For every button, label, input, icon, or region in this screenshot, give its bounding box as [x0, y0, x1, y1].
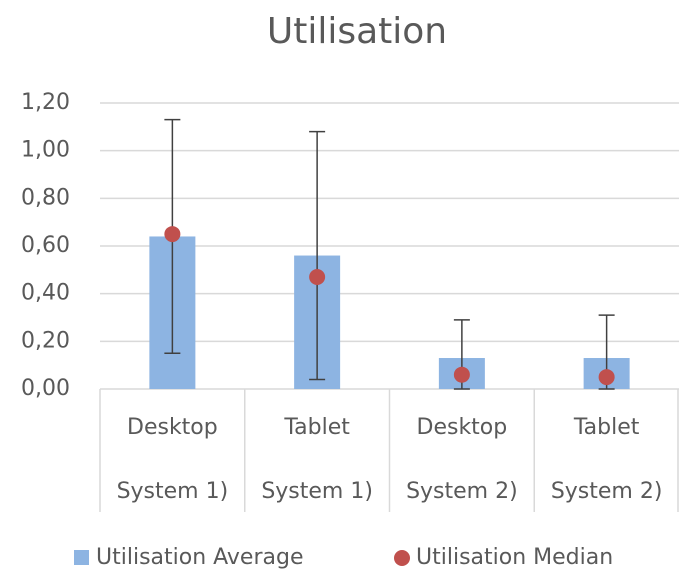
median-dot: [598, 369, 615, 386]
y-tick-label: 0,20: [21, 328, 70, 353]
x-tick-label: Desktop: [127, 415, 218, 440]
x-tick-label: System 1): [117, 479, 229, 504]
legend-label: Utilisation Average: [96, 545, 304, 570]
x-tick-label: System 2): [551, 479, 663, 504]
legend-swatch: [394, 550, 410, 566]
y-tick-label: 0,80: [21, 185, 70, 210]
y-tick-label: 0,40: [21, 281, 70, 306]
y-tick-label: 1,20: [21, 90, 70, 115]
median-dot: [164, 226, 181, 243]
x-tick-label: Desktop: [417, 415, 508, 440]
y-tick-label: 0,00: [21, 376, 70, 401]
x-tick-label: Tablet: [573, 415, 640, 440]
legend-label: Utilisation Median: [416, 545, 613, 570]
x-tick-label: System 1): [261, 479, 373, 504]
y-tick-label: 0,60: [21, 233, 70, 258]
legend-swatch: [74, 550, 89, 565]
y-tick-label: 1,00: [21, 138, 70, 163]
median-dot: [309, 268, 326, 285]
chart-title: Utilisation: [267, 11, 447, 52]
median-dot: [453, 366, 470, 383]
x-tick-label: System 2): [406, 479, 518, 504]
x-tick-label: Tablet: [283, 415, 350, 440]
